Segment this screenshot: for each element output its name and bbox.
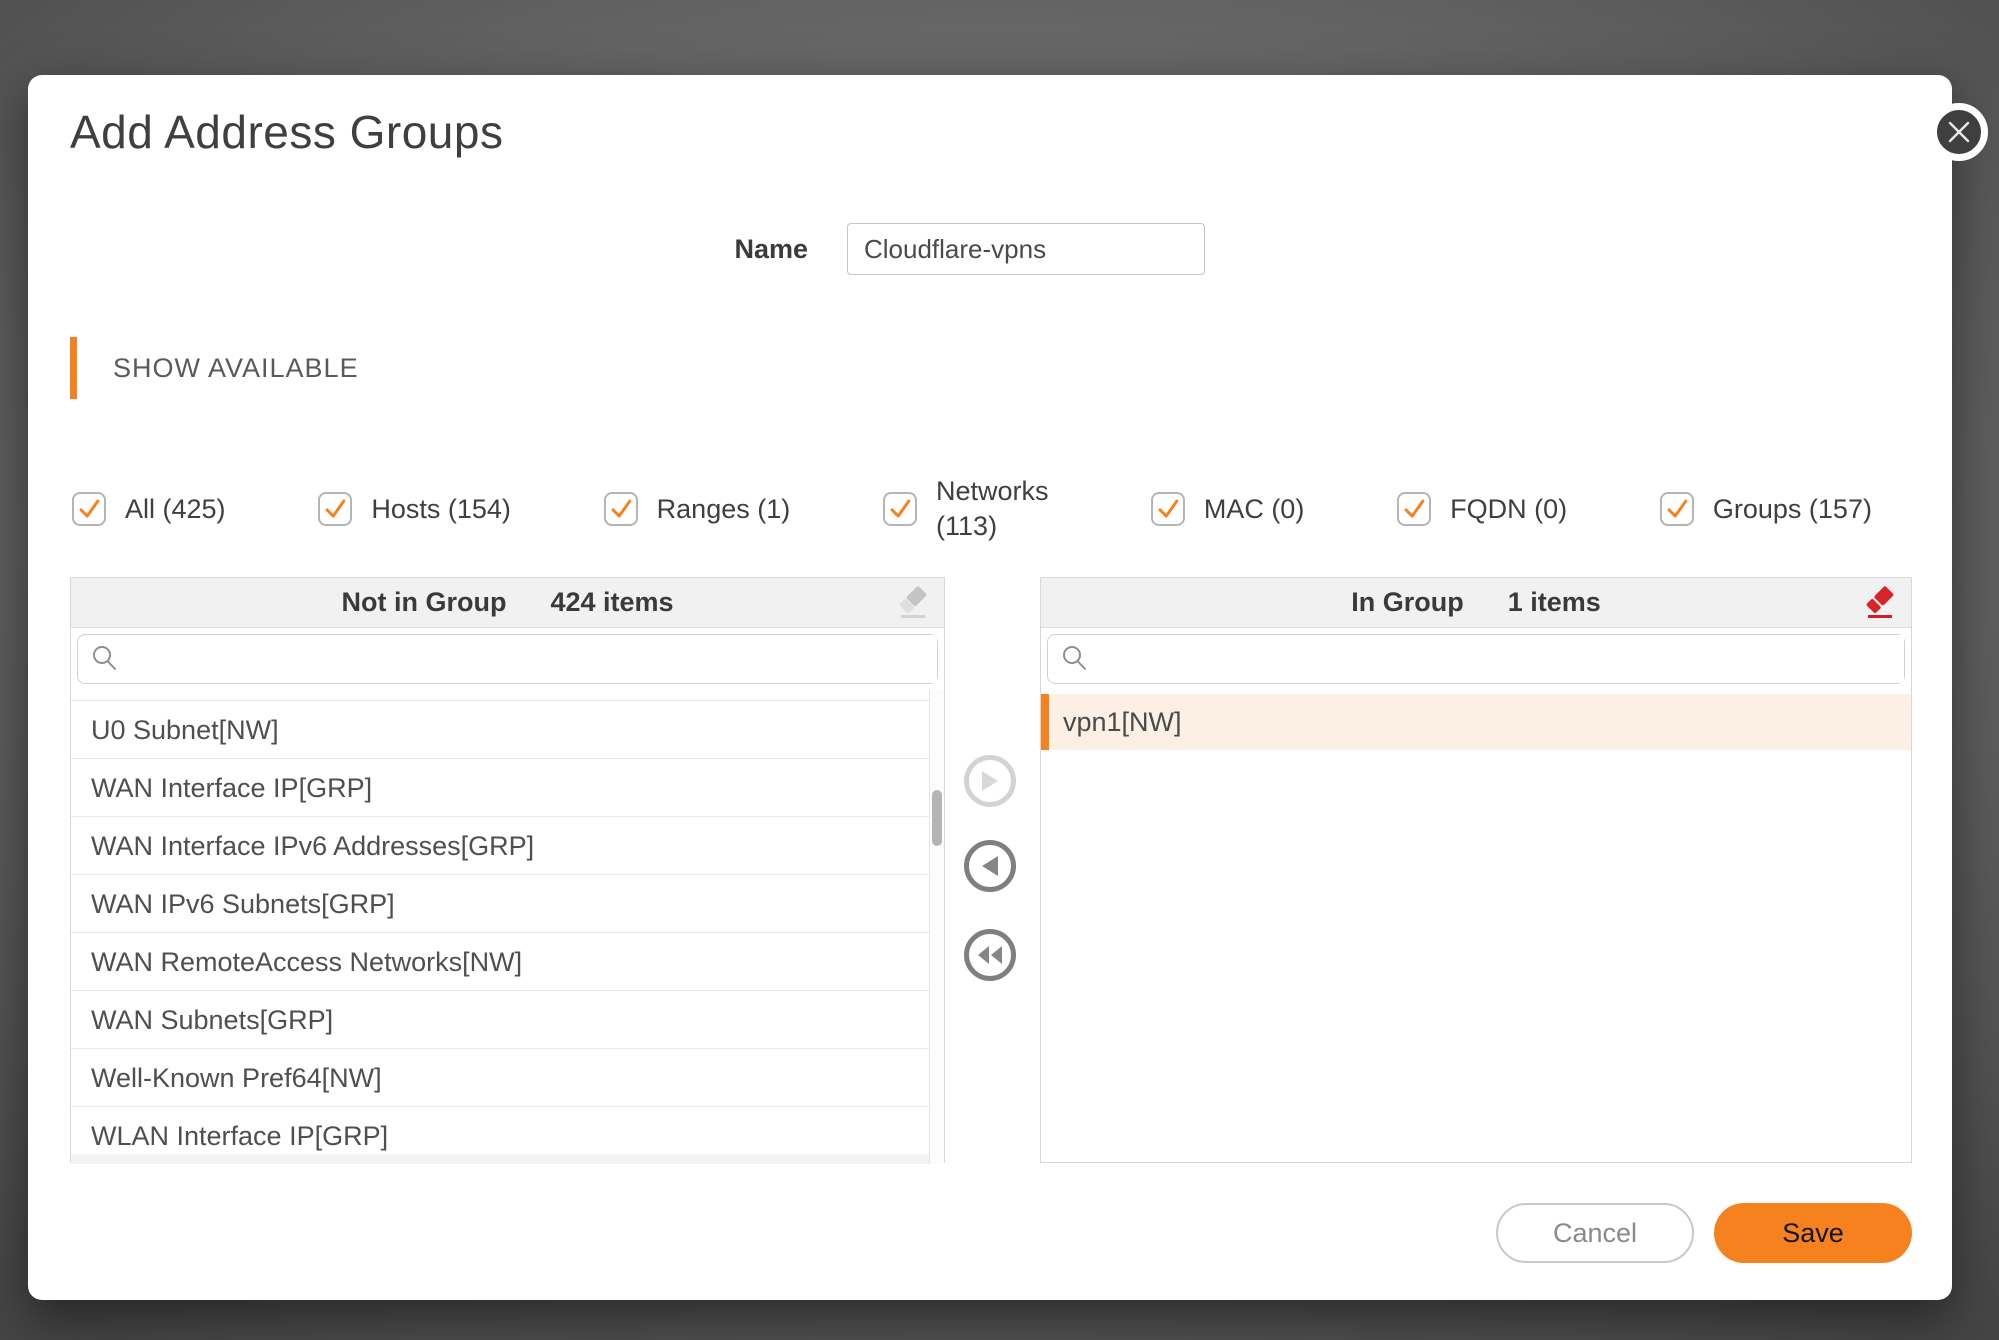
- page-title: Add Address Groups: [70, 106, 504, 158]
- filter-checkbox-item[interactable]: All (425): [72, 492, 226, 526]
- filter-label: MAC (0): [1203, 493, 1305, 524]
- checkbox-checked-icon[interactable]: [1150, 492, 1185, 526]
- name-row: Name: [28, 223, 1952, 275]
- filter-checkbox-item[interactable]: Ranges (1): [603, 492, 791, 526]
- filter-label: Hosts (154): [371, 493, 511, 524]
- remove-all-from-group-button[interactable]: [964, 929, 1016, 981]
- filter-checkbox-item[interactable]: Groups (157): [1659, 492, 1872, 526]
- filter-checkbox-item[interactable]: Networks (113): [883, 474, 1058, 544]
- checkmark-icon: [890, 499, 911, 518]
- list-body: vpn1[NW]: [1041, 694, 1911, 750]
- checkbox-checked-icon[interactable]: [72, 492, 106, 526]
- horizontal-scrollbar[interactable]: [71, 1154, 929, 1164]
- checkbox-checked-icon[interactable]: [883, 492, 918, 526]
- panel-item-count: 424 items: [550, 587, 674, 617]
- checkmark-icon: [611, 499, 631, 518]
- scrolled-row-sliver: [71, 690, 929, 701]
- checkmark-icon: [325, 499, 346, 518]
- close-button[interactable]: [1930, 103, 1988, 161]
- search-input[interactable]: [128, 635, 937, 683]
- list-item[interactable]: WAN RemoteAccess Networks[NW]: [71, 933, 929, 991]
- type-filter-row: All (425) Hosts (154): [72, 471, 1872, 547]
- search-input[interactable]: [1098, 635, 1904, 683]
- in-group-search: [1047, 634, 1905, 684]
- in-group-list: vpn1[NW]: [1041, 690, 1911, 1164]
- list-item[interactable]: WAN Interface IPv6 Addresses[GRP]: [71, 817, 929, 875]
- checkmark-icon: [1404, 499, 1425, 518]
- filter-checkbox-item[interactable]: FQDN (0): [1397, 492, 1567, 526]
- list-item[interactable]: WAN Interface IP[GRP]: [71, 759, 929, 817]
- checkbox-checked-icon[interactable]: [1397, 492, 1432, 526]
- eraser-red-icon: [1866, 586, 1894, 618]
- list-item[interactable]: Well-Known Pref64[NW]: [71, 1049, 929, 1107]
- in-group-panel: In Group 1 items: [1040, 577, 1912, 1163]
- remove-from-group-button[interactable]: [964, 840, 1016, 892]
- checkmark-icon: [1158, 499, 1179, 518]
- filter-label: All (425): [125, 493, 226, 524]
- close-icon: [1948, 121, 1970, 143]
- name-label: Name: [734, 233, 808, 264]
- move-to-group-button[interactable]: [964, 755, 1016, 807]
- arrow-right-icon: [982, 771, 998, 791]
- checkbox-checked-icon[interactable]: [318, 492, 353, 526]
- filter-label: FQDN (0): [1450, 493, 1568, 524]
- section-title: SHOW AVAILABLE: [113, 353, 359, 383]
- checkbox-checked-icon[interactable]: [1659, 492, 1694, 526]
- panel-item-count: 1 items: [1507, 587, 1601, 617]
- cancel-button[interactable]: Cancel: [1496, 1203, 1694, 1263]
- panel-title: In Group: [1351, 587, 1464, 617]
- vertical-scrollbar[interactable]: [929, 690, 944, 1164]
- show-available-section: SHOW AVAILABLE: [70, 337, 359, 399]
- clear-selection-button[interactable]: [894, 584, 932, 627]
- list-item[interactable]: WAN IPv6 Subnets[GRP]: [71, 875, 929, 933]
- not-in-group-search: [77, 634, 938, 684]
- filter-label: Ranges (1): [656, 493, 791, 524]
- checkbox-checked-icon[interactable]: [603, 492, 638, 526]
- filter-checkbox-item[interactable]: Hosts (154): [318, 492, 511, 526]
- not-in-group-panel: Not in Group 424 items: [70, 577, 945, 1164]
- name-field[interactable]: [847, 223, 1205, 275]
- arrow-left-icon: [982, 856, 998, 876]
- list-item[interactable]: vpn1[NW]: [1041, 694, 1911, 750]
- not-in-group-list: U0 Subnet[NW] WAN Interface IP[GRP] WAN …: [71, 690, 944, 1164]
- panel-title: Not in Group: [341, 587, 507, 617]
- section-accent-bar: [70, 337, 77, 399]
- list-item[interactable]: WAN Subnets[GRP]: [71, 991, 929, 1049]
- add-address-groups-dialog: Add Address Groups Name SHOW AVAILABLE A…: [28, 75, 1988, 1300]
- filter-checkbox-item[interactable]: MAC (0): [1150, 492, 1305, 526]
- search-icon: [93, 646, 116, 670]
- filter-label: Groups (157): [1712, 493, 1872, 524]
- in-group-header: In Group 1 items: [1041, 578, 1911, 628]
- checkmark-icon: [1667, 499, 1688, 518]
- scrollbar-thumb[interactable]: [932, 790, 942, 846]
- clear-group-button[interactable]: [1861, 584, 1899, 627]
- filter-label: Networks (113): [936, 475, 1049, 541]
- list-item[interactable]: U0 Subnet[NW]: [71, 701, 929, 759]
- double-arrow-left-icon: [978, 946, 1002, 964]
- eraser-icon: [899, 586, 927, 618]
- not-in-group-header: Not in Group 424 items: [71, 578, 944, 628]
- search-icon: [1063, 646, 1086, 670]
- list-body: U0 Subnet[NW] WAN Interface IP[GRP] WAN …: [71, 701, 944, 1164]
- save-button[interactable]: Save: [1714, 1203, 1912, 1263]
- checkmark-icon: [79, 499, 100, 518]
